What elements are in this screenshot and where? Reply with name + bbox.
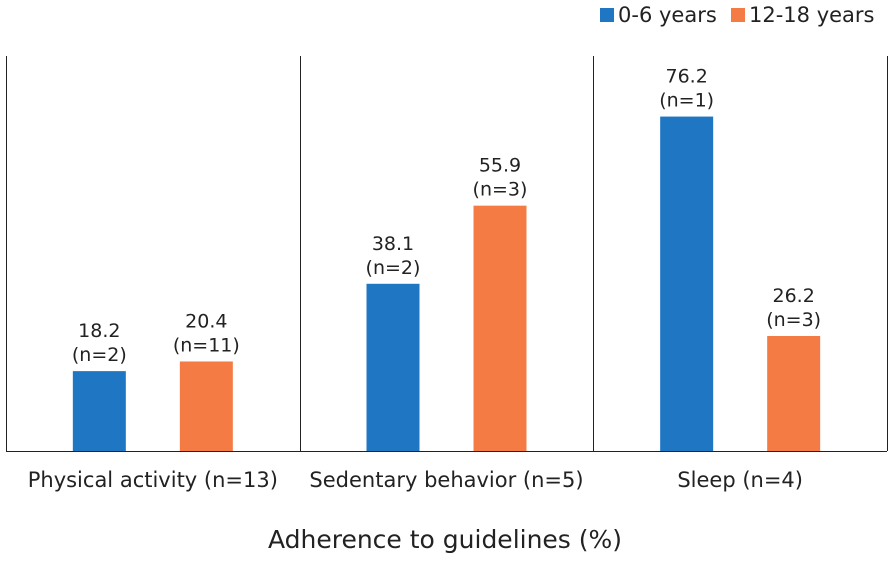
- value-label-12-18-years-physical-activity-n-13: 20.4: [185, 310, 227, 332]
- count-label-12-18-years-sleep-n-4: (n=3): [766, 309, 821, 331]
- legend-swatch-12-18-years: [731, 8, 745, 22]
- value-label-0-6-years-sedentary-behavior-n-5: 38.1: [372, 233, 414, 255]
- legend-label-0-6-years: 0-6 years: [618, 3, 717, 27]
- value-label-12-18-years-sleep-n-4: 26.2: [773, 285, 815, 307]
- count-label-0-6-years-sedentary-behavior-n-5: (n=2): [366, 257, 421, 279]
- plot-frame: [6, 56, 888, 452]
- category-label-physical-activity-n-13: Physical activity (n=13): [28, 468, 278, 492]
- bar-0-6-years-sleep-n-4: [660, 116, 714, 452]
- bar-12-18-years-physical-activity-n-13: [179, 361, 233, 451]
- legend-swatch-0-6-years: [600, 8, 614, 22]
- value-label-0-6-years-sleep-n-4: 76.2: [666, 66, 708, 88]
- bars: [72, 116, 821, 452]
- category-label-sleep-n-4: Sleep (n=4): [677, 468, 803, 492]
- value-label-12-18-years-sedentary-behavior-n-5: 55.9: [479, 155, 521, 177]
- x-axis-title: Adherence to guidelines (%): [268, 525, 622, 554]
- count-label-12-18-years-physical-activity-n-13: (n=11): [173, 334, 240, 356]
- count-label-12-18-years-sedentary-behavior-n-5: (n=3): [473, 179, 528, 201]
- value-labels: 18.2(n=2)20.4(n=11)38.1(n=2)55.9(n=3)76.…: [72, 66, 821, 367]
- legend: 0-6 years 12-18 years: [600, 3, 875, 27]
- legend-label-12-18-years: 12-18 years: [749, 3, 875, 27]
- category-label-sedentary-behavior-n-5: Sedentary behavior (n=5): [309, 468, 583, 492]
- bar-12-18-years-sedentary-behavior-n-5: [473, 205, 527, 451]
- value-label-0-6-years-physical-activity-n-13: 18.2: [78, 320, 120, 342]
- bar-0-6-years-physical-activity-n-13: [72, 371, 126, 451]
- category-labels: Physical activity (n=13) Sedentary behavi…: [28, 468, 803, 492]
- count-label-0-6-years-physical-activity-n-13: (n=2): [72, 344, 127, 366]
- bar-12-18-years-sleep-n-4: [767, 336, 821, 451]
- bar-0-6-years-sedentary-behavior-n-5: [366, 283, 420, 451]
- count-label-0-6-years-sleep-n-4: (n=1): [659, 90, 714, 112]
